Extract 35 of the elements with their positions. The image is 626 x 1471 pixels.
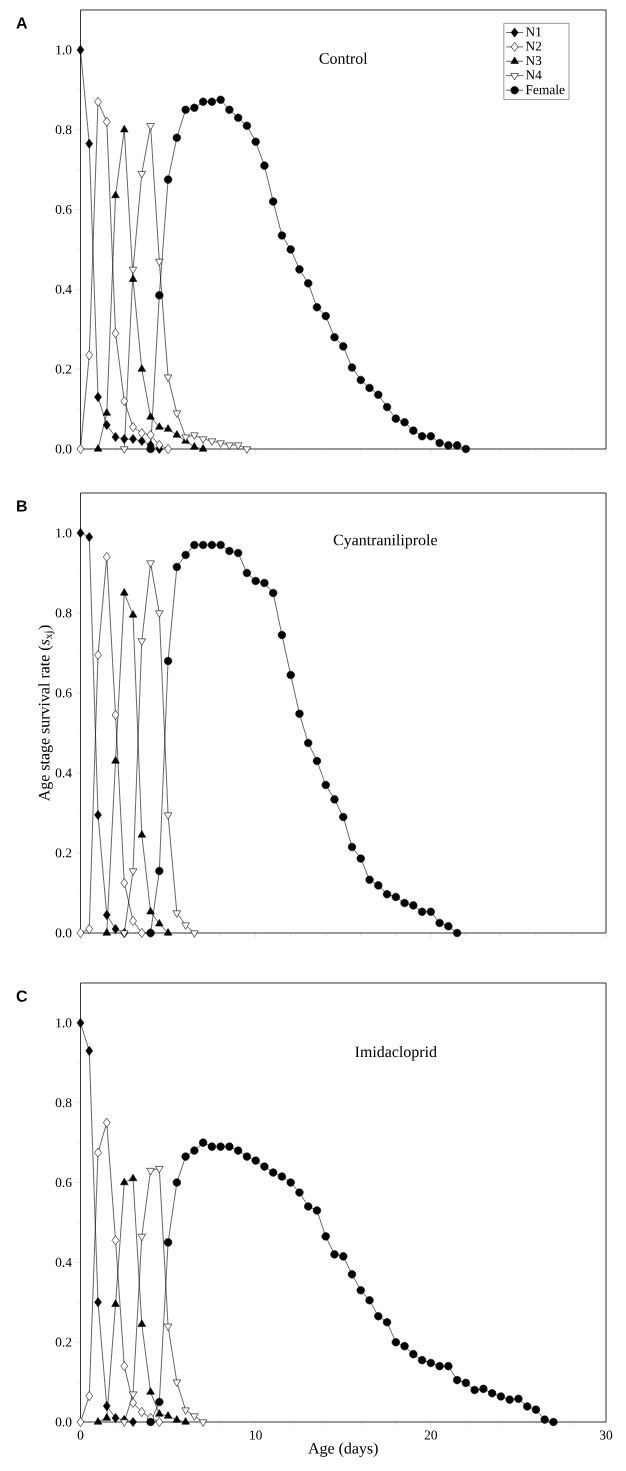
y-tick-label: 0.6	[55, 1177, 72, 1188]
y-tick-label: 1.0	[56, 45, 72, 55]
y-tick-label: 0.8	[55, 125, 72, 135]
y-tick-label: 1.0	[56, 528, 72, 538]
y-tick-label: 0.8	[55, 608, 72, 618]
legend-label: N4	[525, 70, 542, 80]
y-tick-label: 0.2	[55, 364, 72, 374]
x-tick-label: 30	[599, 1430, 613, 1440]
legend-label: N1	[525, 27, 542, 37]
legend-label: N3	[525, 56, 542, 66]
y-tick-label: 0.2	[55, 1337, 72, 1347]
x-tick-label: 10	[250, 1430, 262, 1440]
y-tick-label: 0.6	[55, 688, 72, 698]
y-tick-label: 0.6	[55, 204, 72, 215]
text: A	[16, 17, 28, 29]
legend-label: N2	[525, 41, 542, 51]
x-tick-label: 0	[77, 1430, 84, 1440]
text: Cyantraniliprole	[333, 534, 437, 549]
y-tick-label: 0.4	[55, 284, 72, 294]
y-tick-label: 1.0	[56, 1018, 72, 1028]
y-tick-label: 0.0	[55, 928, 72, 938]
x-tick-label: 20	[424, 1430, 438, 1440]
y-tick-label: 0.8	[55, 1098, 72, 1108]
y-tick-label: 0.0	[55, 444, 72, 454]
text: Control	[319, 52, 368, 64]
text: B	[17, 500, 27, 512]
text: C	[16, 990, 28, 1002]
y-tick-label: 0.4	[55, 768, 72, 778]
y-tick-label: 0.0	[55, 1417, 72, 1427]
y-axis-title: Age stage survival rate (s$_{xj}$)	[38, 625, 55, 802]
legend-label: Female	[525, 84, 565, 95]
text: Imidacloprid	[355, 1046, 437, 1061]
x-axis-title: Age (days)	[308, 1442, 378, 1457]
y-tick-label: 0.4	[55, 1257, 72, 1267]
y-tick-label: 0.2	[55, 848, 72, 858]
